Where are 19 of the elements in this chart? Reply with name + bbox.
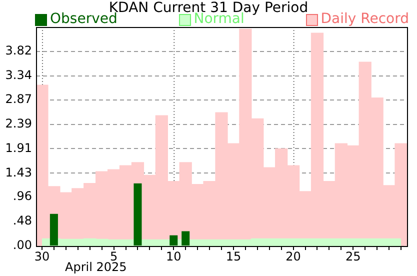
y-tick-label: 1.43 xyxy=(5,165,32,180)
bar xyxy=(134,183,142,246)
y-tick-label: .48 xyxy=(12,214,32,228)
y-tick-label: 3.34 xyxy=(5,68,32,82)
bar xyxy=(182,231,190,246)
x-tick-label: 10 xyxy=(166,249,182,264)
x-tick-label: 25 xyxy=(346,249,361,264)
y-tick-label: 2.39 xyxy=(5,116,32,130)
x-tick-label: 15 xyxy=(226,249,242,264)
y-tick-label: 2.87 xyxy=(5,92,32,106)
y-tick-label: 1.91 xyxy=(5,140,32,155)
y-tick-label: 3.82 xyxy=(5,44,32,58)
bar xyxy=(170,235,178,246)
y-tick-label: .00 xyxy=(12,238,32,252)
bar xyxy=(50,214,58,246)
x-tick-label: 20 xyxy=(286,249,301,264)
y-tick-label: .96 xyxy=(12,189,32,204)
x-tick-label: 30 xyxy=(34,249,50,264)
legend-label: Daily Record xyxy=(320,11,409,27)
